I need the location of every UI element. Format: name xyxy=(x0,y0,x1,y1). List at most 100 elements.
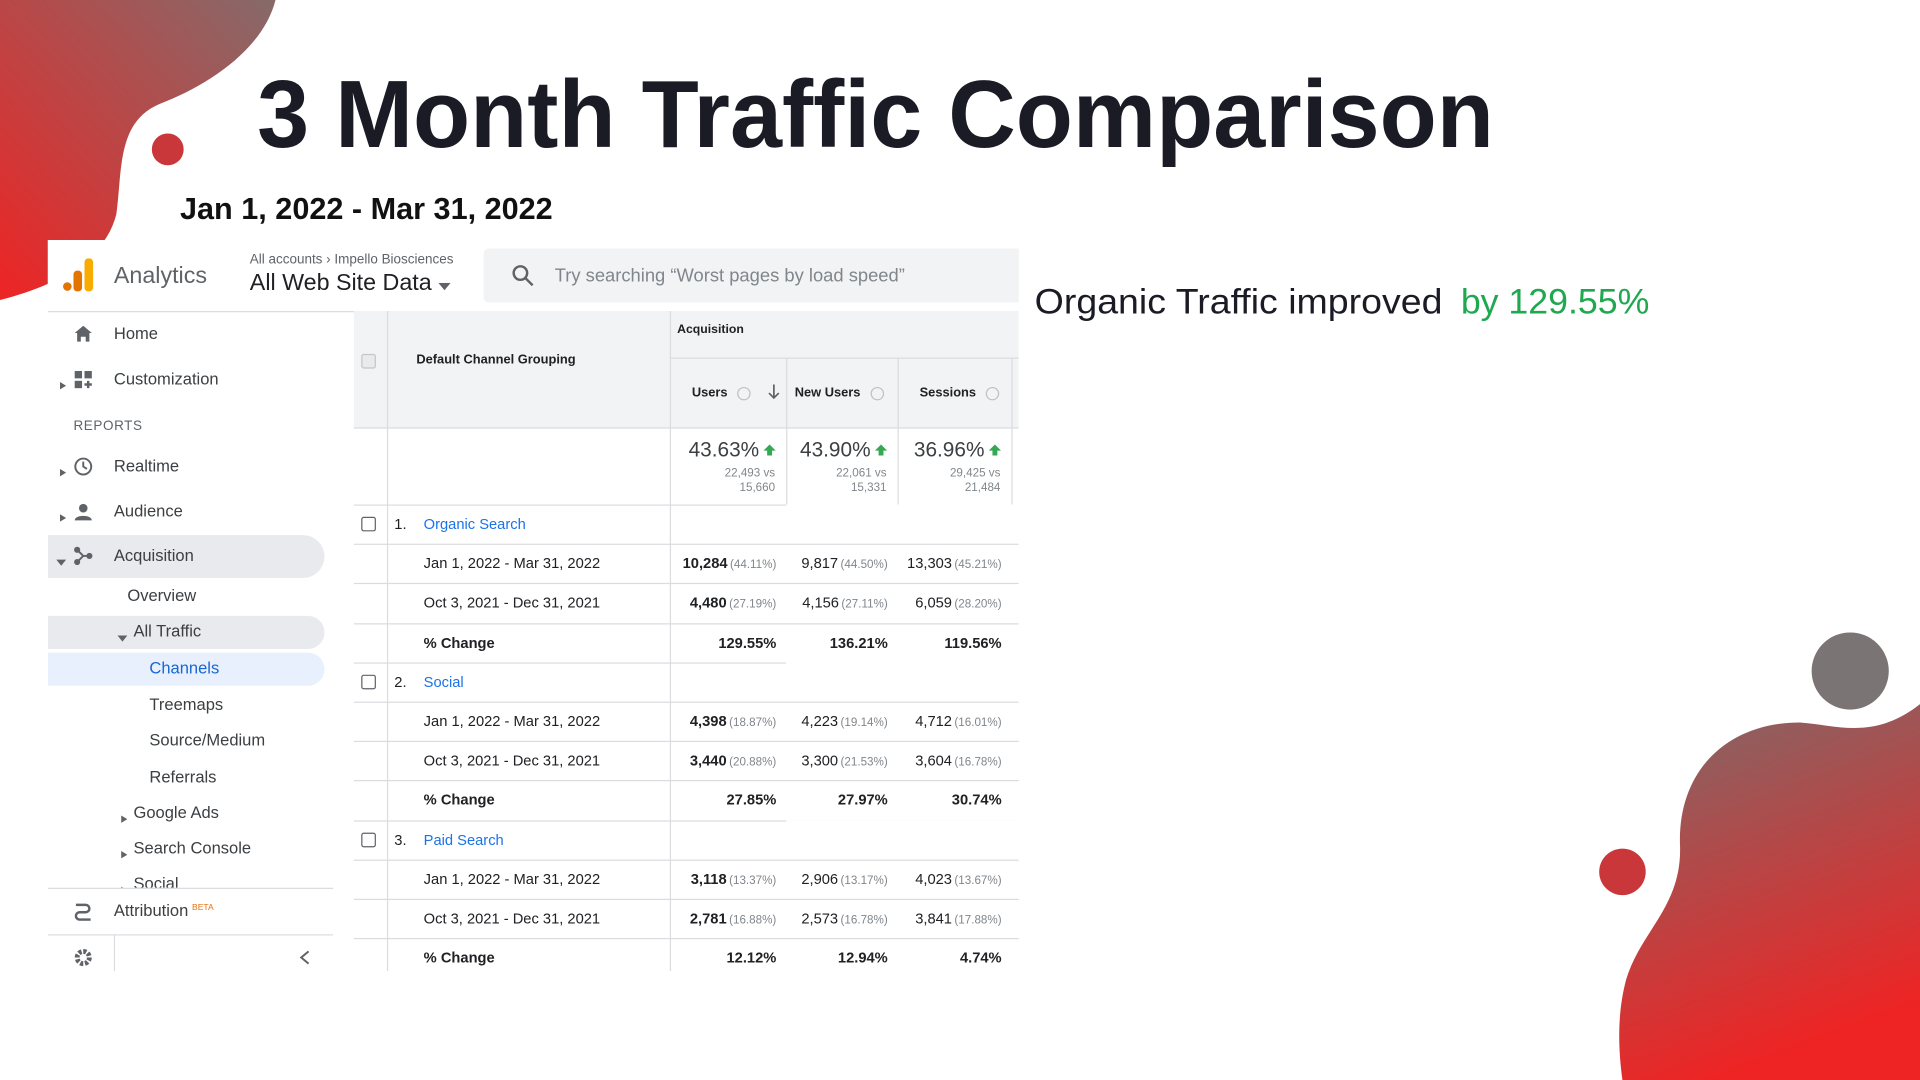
row-index: 1. xyxy=(394,515,407,533)
checkbox[interactable] xyxy=(361,674,376,690)
metric-value: 12.94% xyxy=(837,949,888,967)
metric-value: 3,118 xyxy=(690,870,727,888)
metric-cell: 3,440 (20.88%) xyxy=(670,752,776,769)
row-divider xyxy=(353,859,1019,861)
nav-item[interactable]: Social xyxy=(133,874,179,888)
nav-item[interactable]: Referrals xyxy=(149,767,217,787)
metric-value: 4,712 xyxy=(915,712,952,730)
metric-share: (21.53%) xyxy=(840,755,888,770)
checkbox[interactable] xyxy=(361,516,376,532)
nav-item[interactable]: Source/Medium xyxy=(149,731,266,750)
nav-caret-shape xyxy=(121,886,124,888)
nav-caret xyxy=(59,462,69,484)
search-placeholder: Try searching “Worst pages by load speed… xyxy=(554,265,905,287)
divider xyxy=(47,934,334,936)
metric-value: 27.85% xyxy=(726,791,777,809)
note-highlight: by 129.55% xyxy=(1461,281,1650,321)
nav-caret xyxy=(59,507,69,529)
metric-share: (13.67%) xyxy=(954,874,1002,888)
nav-item[interactable]: Acquisition xyxy=(113,546,194,565)
metric-cell: 4,223 (19.14%) xyxy=(786,712,887,730)
nav-highlight xyxy=(47,615,325,649)
nav-caret xyxy=(120,808,130,830)
total-comparison: 22,493 vs 15,660 xyxy=(724,466,776,495)
note: Organic Traffic improved xyxy=(1035,281,1443,321)
channel-link[interactable]: Social xyxy=(423,673,464,691)
row-label: Oct 3, 2021 - Dec 31, 2021 xyxy=(423,594,601,612)
nav-item[interactable]: Search Console xyxy=(133,838,252,858)
subtitle: Jan 1, 2022 - Mar 31, 2022 xyxy=(180,192,553,227)
nav-item[interactable]: Realtime xyxy=(113,456,180,476)
metric-cell: 4,398 (18.87%) xyxy=(670,713,776,730)
row-divider xyxy=(353,780,1019,782)
checkbox[interactable] xyxy=(361,353,376,369)
attribution[interactable]: Attribution BETA xyxy=(114,901,214,919)
divider xyxy=(47,887,334,889)
metric-share: (27.19%) xyxy=(729,598,777,612)
column-header[interactable]: New Users xyxy=(786,358,897,428)
nav-icon-shape xyxy=(74,546,93,566)
row-label: Jan 1, 2022 - Mar 31, 2022 xyxy=(423,712,601,730)
metric-cell: 3,118 (13.37%) xyxy=(670,870,777,887)
collapse[interactable] xyxy=(299,950,311,965)
metric-cell: 12.94% xyxy=(786,949,888,966)
table-header xyxy=(353,311,1019,429)
total-cell: 36.96% 29,425 vs 21,484 xyxy=(898,429,1012,505)
metric-cell: 3,604 (16.78%) xyxy=(898,752,1001,769)
up-arrow xyxy=(763,438,776,461)
total-change-line: 36.96% xyxy=(914,438,1002,462)
nav-item[interactable]: Customization xyxy=(113,369,219,389)
up-arrow-shape xyxy=(874,444,888,456)
column-header[interactable]: Users xyxy=(670,358,786,428)
nav-caret xyxy=(120,879,130,888)
nav-item[interactable]: All Traffic xyxy=(133,622,202,641)
nav-item[interactable]: Home xyxy=(113,324,158,343)
nav-highlight xyxy=(47,652,325,686)
channel-row-cover xyxy=(786,819,1019,859)
nav-caret xyxy=(120,844,130,866)
metric-cell: 2,781 (16.88%) xyxy=(670,910,777,927)
search-box[interactable]: Try searching “Worst pages by load speed… xyxy=(483,248,1019,303)
nav-item[interactable]: Treemaps xyxy=(149,695,224,714)
nav-item[interactable]: Channels xyxy=(149,658,220,678)
metric-cell: 4.74% xyxy=(898,949,1002,966)
metric-value: 2,573 xyxy=(801,909,839,927)
nav-caret-shape xyxy=(60,382,67,390)
search-icon xyxy=(512,265,534,287)
account[interactable]: All accounts xyxy=(249,252,323,267)
metric-cell: 4,023 (13.67%) xyxy=(898,870,1002,888)
dot xyxy=(1805,626,1895,716)
metric-cell: 129.55% xyxy=(670,634,776,651)
total-comparison: 22,061 vs 15,331 xyxy=(836,466,887,495)
attribution-icon xyxy=(74,903,91,921)
total-change: 43.90% xyxy=(799,438,871,462)
nav-item[interactable]: Overview xyxy=(127,586,197,605)
divider xyxy=(669,357,1019,359)
column-name: Sessions xyxy=(919,385,977,401)
metric-share: (16.88%) xyxy=(729,913,777,927)
channel-row-cover xyxy=(786,662,1019,701)
brand: Analytics xyxy=(113,263,207,289)
nav-caret-shape xyxy=(121,851,128,859)
row-label: Jan 1, 2022 - Mar 31, 2022 xyxy=(423,870,601,888)
total-comparison: 29,425 vs 21,484 xyxy=(949,466,1001,495)
nav-item[interactable]: Audience xyxy=(113,502,183,521)
view-selector[interactable]: All Web Site Data xyxy=(250,271,451,298)
column-header[interactable]: Sessions xyxy=(898,358,1012,428)
property[interactable]: Impello Biosciences xyxy=(334,252,454,267)
row-divider xyxy=(353,741,1019,743)
metric-cell: 136.21% xyxy=(786,634,888,651)
metric-value: 4,223 xyxy=(801,712,839,730)
checkbox[interactable] xyxy=(361,832,376,847)
metric-cell: 4,156 (27.11%) xyxy=(786,594,888,611)
channel-link[interactable]: Organic Search xyxy=(423,515,526,533)
settings-icon[interactable] xyxy=(73,948,93,968)
nav-item[interactable]: Google Ads xyxy=(133,803,219,822)
nav-icon-shape xyxy=(74,325,92,342)
channel-link[interactable]: Paid Search xyxy=(423,830,504,849)
nav-icon xyxy=(73,546,93,572)
up-arrow xyxy=(988,438,1002,461)
metric-value: 119.56% xyxy=(944,633,1002,651)
metric-cell: 2,573 (16.78%) xyxy=(786,909,887,927)
metric-cell: 10,284 (44.11%) xyxy=(670,555,777,572)
